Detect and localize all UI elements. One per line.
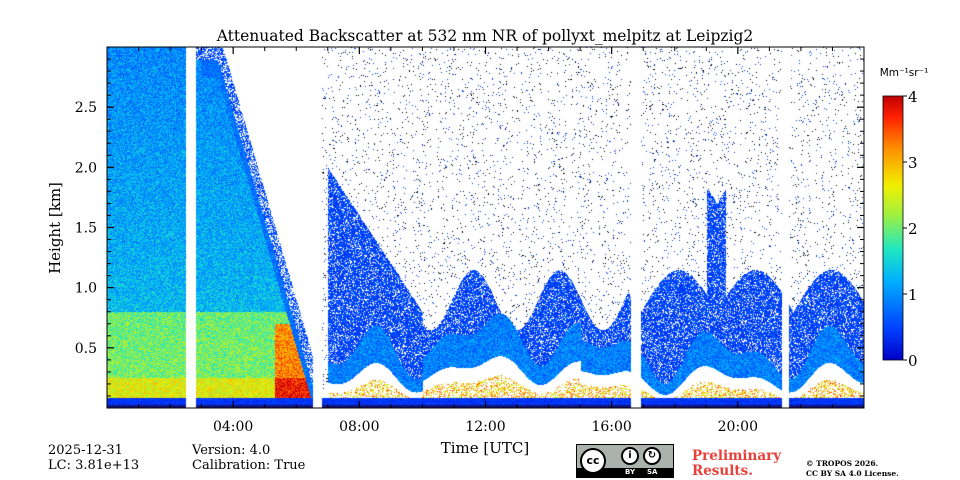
x-tick-label: 12:00 xyxy=(465,419,505,435)
cc-sa-label: SA xyxy=(647,468,658,476)
calibration-text: Calibration: True xyxy=(192,458,306,473)
x-tick-label: 04:00 xyxy=(213,419,253,435)
cc-license-badge: cc i ↻ BY SA xyxy=(576,444,674,478)
info-left: 2025-12-31 LC: 3.81e+13 xyxy=(48,443,139,473)
info-mid: Version: 4.0 Calibration: True xyxy=(192,443,305,473)
date-text: 2025-12-31 xyxy=(48,443,123,458)
chart-title: Attenuated Backscatter at 532 nm NR of p… xyxy=(216,27,754,45)
x-tick-labels: 04:00 08:00 12:00 16:00 20:00 xyxy=(213,419,758,435)
colorbar-tick-label: 2 xyxy=(908,220,918,238)
lc-text: LC: 3.81e+13 xyxy=(48,458,140,473)
version-text: Version: 4.0 xyxy=(192,443,271,458)
y-tick-label: 1.0 xyxy=(75,281,97,297)
copyright-line2: CC BY SA 4.0 License. xyxy=(806,469,899,478)
cc-icon: cc xyxy=(580,448,606,474)
y-tick-label: 0.5 xyxy=(75,341,97,357)
cc-badge-strip xyxy=(577,468,673,477)
colorbar-tick-label: 3 xyxy=(908,154,918,172)
x-axis-label: Time [UTC] xyxy=(441,439,530,457)
colorbar xyxy=(882,95,904,361)
preliminary-notice: Preliminary Results. xyxy=(692,449,781,479)
y-axis-label: Height [km] xyxy=(46,182,64,274)
colorbar-tick-label: 0 xyxy=(908,352,918,370)
x-tick-label: 08:00 xyxy=(339,419,379,435)
y-tick-label: 2.0 xyxy=(75,160,97,176)
share-alike-icon: ↻ xyxy=(643,447,661,465)
x-tick-label: 16:00 xyxy=(591,419,631,435)
colorbar-label: Mm⁻¹sr⁻¹ xyxy=(880,67,929,79)
y-tick-label: 2.5 xyxy=(75,100,97,116)
y-tick-label: 1.5 xyxy=(75,221,97,237)
axis-ticks xyxy=(107,47,864,408)
backscatter-heatmap xyxy=(107,47,864,408)
y-tick-labels: 0.5 1.0 1.5 2.0 2.5 xyxy=(75,100,97,357)
x-tick-label: 20:00 xyxy=(718,419,758,435)
colorbar-tick-label: 1 xyxy=(908,286,918,304)
copyright-line1: © TROPOS 2026. xyxy=(806,459,879,468)
attribution-icon: i xyxy=(621,447,639,465)
colorbar-tick-label: 4 xyxy=(908,88,918,106)
cc-by-label: BY xyxy=(625,468,636,476)
preliminary-line1: Preliminary xyxy=(692,448,782,464)
colorbar-ticks: 0 1 2 3 4 xyxy=(903,88,918,370)
preliminary-line2: Results. xyxy=(692,463,753,479)
copyright-notice: © TROPOS 2026. CC BY SA 4.0 License. xyxy=(806,459,899,479)
